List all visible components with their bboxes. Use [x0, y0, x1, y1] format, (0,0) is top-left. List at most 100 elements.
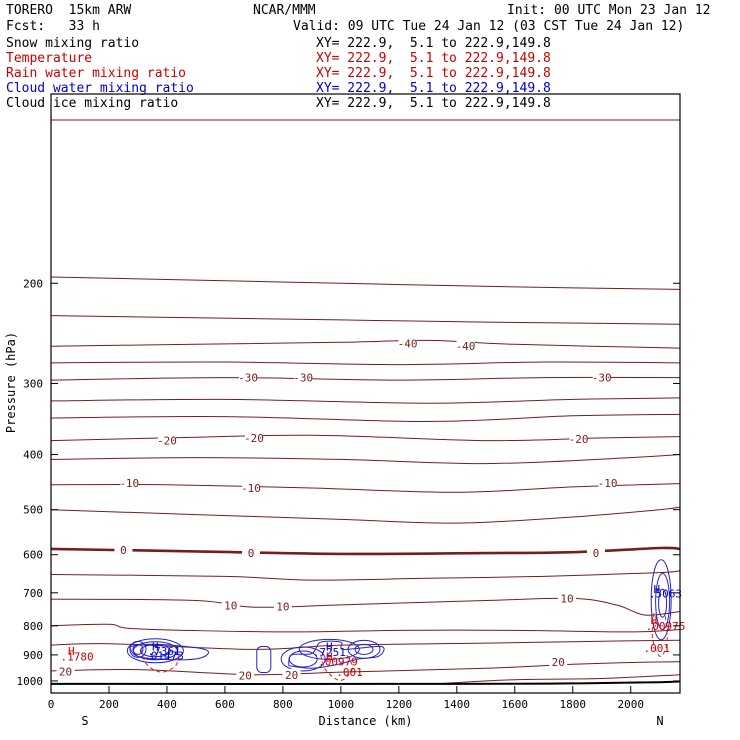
temperature-contour [50, 483, 681, 493]
temperature-label-bg [242, 481, 261, 494]
y-tick-label: 200 [23, 277, 43, 290]
temperature-label-bg [586, 547, 605, 560]
extremum-label: .01473 [144, 650, 184, 663]
rain-water-contour [651, 613, 668, 657]
temperature-label-bg [557, 592, 576, 605]
cloud-water-contour [354, 643, 374, 655]
temperature-label: -10 [119, 477, 139, 490]
field-xy-range: XY= 222.9, 5.1 to 222.9,149.8 [316, 66, 551, 81]
cloud-water-contour [256, 646, 272, 674]
temperature-label-bg [598, 477, 617, 490]
x-tick-label: 0 [48, 698, 55, 711]
temperature-label-bg [236, 669, 255, 682]
temperature-label-bg [114, 544, 133, 557]
temperature-label-bg [592, 371, 611, 384]
y-axis-label: Pressure (hPa) [4, 332, 18, 433]
y-tick-label: 1000 [17, 675, 44, 688]
y-tick-label: 700 [23, 587, 43, 600]
temperature-label: 10 [276, 601, 289, 614]
temperature-contour [50, 315, 681, 325]
temperature-contour [50, 623, 681, 633]
temperature-contour [50, 546, 681, 556]
temperature-label: 0 [120, 544, 127, 557]
extremum-label: .001 [336, 666, 363, 679]
extremum-label: .00979 [318, 656, 358, 669]
field-xy-range: XY= 222.9, 5.1 to 222.9,149.8 [316, 96, 551, 111]
x-tick-label: 400 [157, 698, 177, 711]
temperature-label: -10 [598, 477, 618, 490]
field-name: Cloud water mixing ratio [6, 81, 194, 96]
temperature-label-bg [398, 337, 417, 350]
extremum-label: H [651, 614, 658, 627]
plot-frame [50, 93, 681, 694]
y-tick-label: 300 [23, 377, 43, 390]
temperature-label: -40 [398, 337, 418, 350]
extremum-label: .7361 [147, 645, 180, 658]
y-tick-label: 500 [23, 504, 43, 517]
valid-time: Valid: 09 UTC Tue 24 Jan 12 (03 CST Tue … [293, 19, 685, 34]
extremum-label: H [326, 641, 333, 654]
x-tick-label: 1000 [328, 698, 355, 711]
temperature-label-bg [273, 600, 292, 613]
temperature-label-bg [56, 665, 75, 678]
extremum-label: .001 [644, 642, 671, 655]
cloud-water-contour [650, 559, 672, 641]
x-tick-label: 200 [99, 698, 119, 711]
temperature-contour [50, 570, 681, 581]
extremum-label: H [152, 641, 159, 654]
extremum-label: .1780 [61, 650, 94, 663]
cloud-water-contour [347, 639, 381, 659]
cloud-water-contour [132, 643, 144, 655]
forecast-hour: Fcst: 33 h [6, 19, 100, 34]
temperature-label-bg [242, 547, 261, 560]
temperature-contour [50, 376, 681, 381]
init-time: Init: 00 UTC Mon 23 Jan 12 [507, 3, 711, 18]
temperature-label-bg [569, 433, 588, 446]
temperature-contour [50, 597, 681, 616]
rain-water-contour [140, 649, 179, 673]
temperature-label-bg [549, 655, 568, 668]
model-name: TORERO 15km ARW [6, 3, 132, 18]
temperature-label: 0 [593, 547, 600, 560]
temperature-label: -30 [592, 372, 612, 385]
x-tick-label: 1400 [444, 698, 471, 711]
cloud-water-contour [658, 588, 668, 618]
y-tick-label: 800 [23, 620, 43, 633]
temperature-contour [50, 397, 681, 404]
field-name: Temperature [6, 51, 93, 66]
extremum-label: .5063 [649, 588, 682, 601]
cloud-water-contour [298, 638, 360, 660]
field-xy-range: XY= 222.9, 5.1 to 222.9,149.8 [316, 51, 551, 66]
organization: NCAR/MMM [253, 3, 316, 18]
temperature-label: 20 [59, 666, 72, 679]
field-name: Rain water mixing ratio [6, 66, 187, 81]
temperature-label-bg [239, 371, 258, 384]
y-tick-label: 400 [23, 449, 43, 462]
temperature-label-bg [294, 371, 313, 384]
field-name: Snow mixing ratio [6, 36, 140, 51]
temperature-label-bg [221, 599, 240, 612]
temperature-label: 0 [248, 547, 255, 560]
temperature-contour [50, 454, 681, 465]
temperature-label: 20 [239, 670, 252, 683]
temperature-label: -10 [241, 482, 261, 495]
temperature-label: 20 [552, 656, 565, 669]
cloud-water-contour [129, 640, 147, 658]
temperature-label: 10 [560, 592, 573, 605]
x-axis-label: Distance (km) [319, 714, 413, 728]
temperature-contour [50, 413, 681, 423]
north-endpoint-label: N [656, 714, 663, 728]
field-name: Cloud ice mixing ratio [6, 96, 179, 111]
temperature-contour [50, 506, 681, 524]
temperature-label: 10 [224, 600, 237, 613]
cloud-water-contour [128, 643, 209, 661]
surface-line [50, 680, 681, 685]
temperature-label-bg [456, 340, 475, 353]
x-tick-label: 1200 [386, 698, 413, 711]
temperature-contour [50, 276, 681, 290]
temperature-label-bg [157, 434, 176, 447]
x-tick-label: 600 [215, 698, 235, 711]
temperature-label: -30 [293, 372, 313, 385]
y-tick-label: 900 [23, 649, 43, 662]
temperature-contour [50, 339, 681, 349]
